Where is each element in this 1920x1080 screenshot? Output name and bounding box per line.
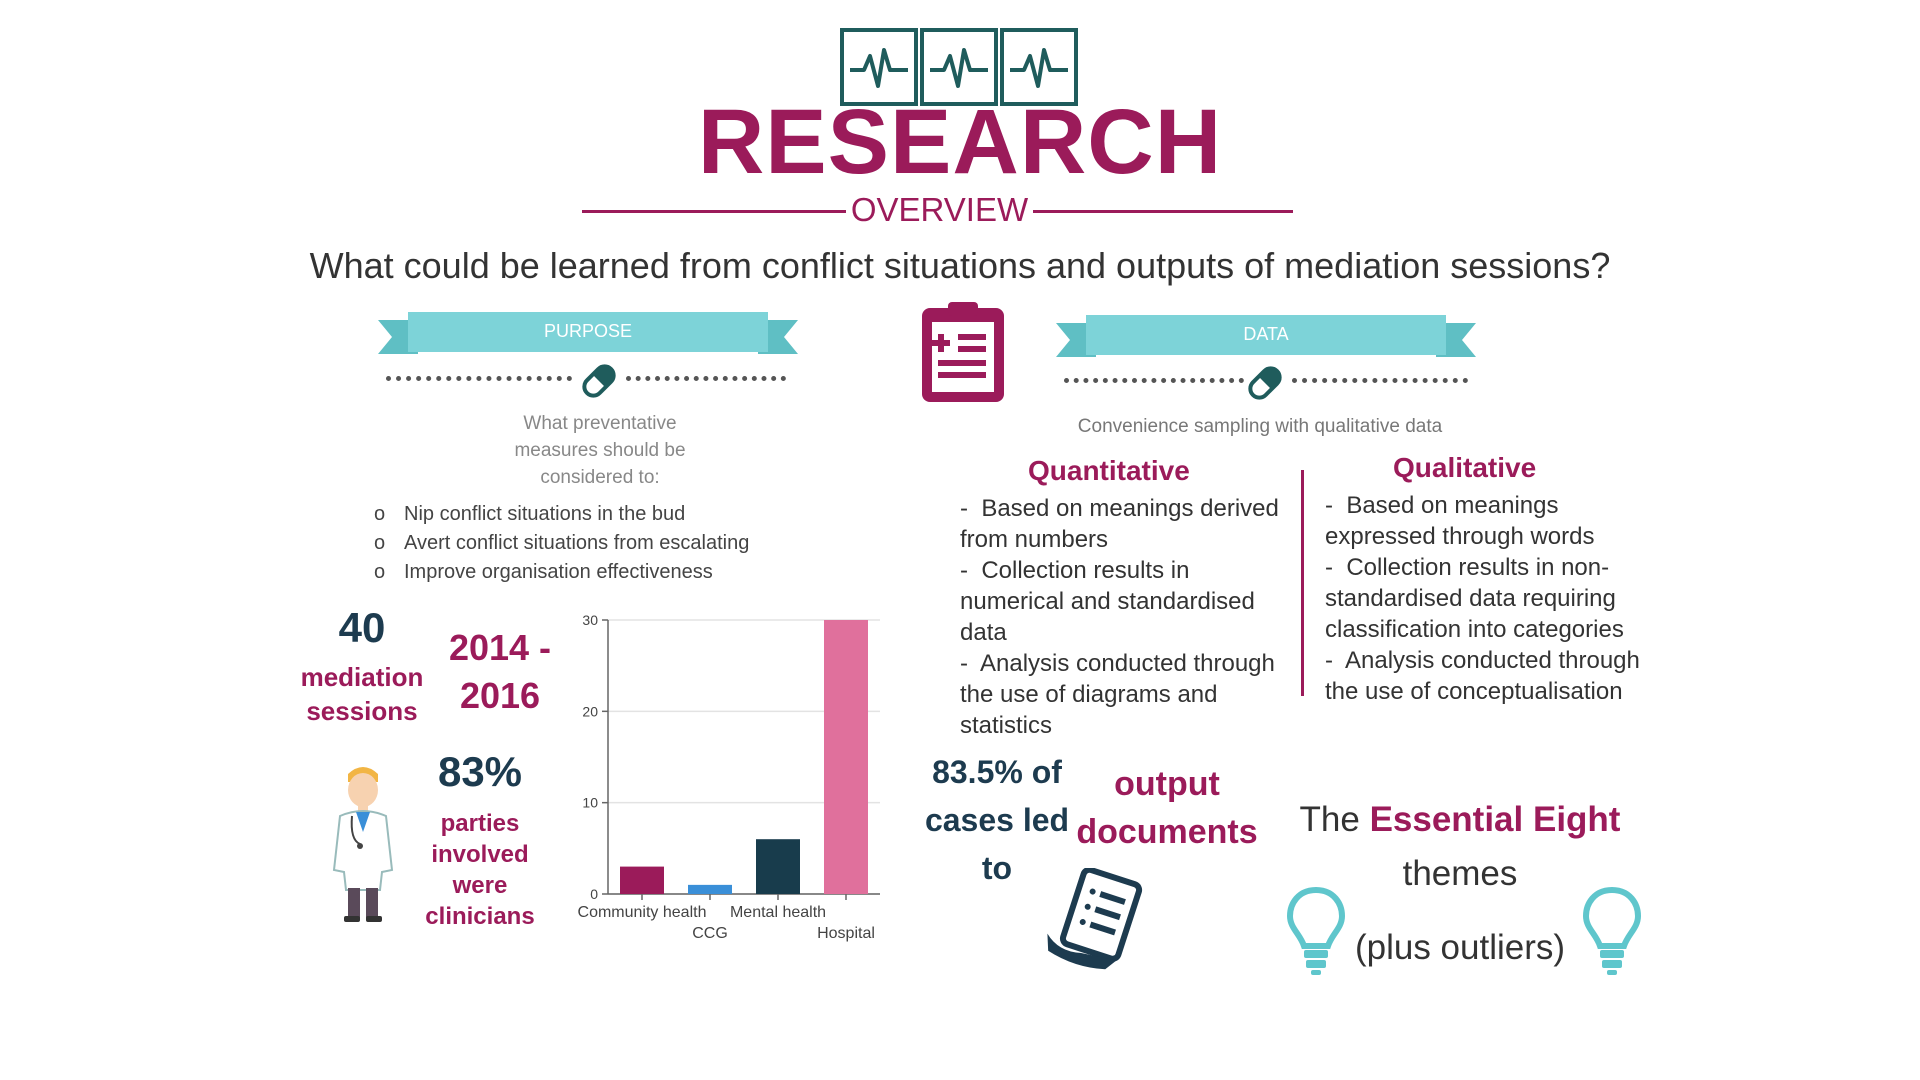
data-divider-right [1292,378,1468,383]
bar [620,866,664,894]
data-sampling-text: Convenience sampling with qualitative da… [1077,416,1443,437]
themes-heading: The Essential Eight [1299,800,1621,839]
list-item: - Collection results in non-standardised… [1325,554,1624,643]
themes-subheading: themes [1402,854,1518,893]
title-rule-right [1033,210,1293,213]
purpose-ribbon-label: PURPOSE [543,321,633,341]
bar-chart: 0 10 20 30 Community health CCG Mental health H… [560,608,900,973]
document-icon [1040,866,1152,977]
y-tick-label: 0 [590,886,598,902]
themes-outliers: (plus outliers) [1354,928,1566,967]
years-range: 2014 - 2016 [448,627,552,716]
column-divider [1301,470,1304,696]
bar [688,884,732,894]
qualitative-points: - Based on meanings expressed through wo… [1325,490,1645,707]
y-tick-label: 30 [582,612,598,628]
data-ribbon-label: DATA [1243,324,1289,344]
list-item: - Based on meanings derived from numbers [960,495,1279,553]
list-item: - Collection results in numerical and st… [960,557,1255,646]
quantitative-title: Quantitative [1028,455,1190,486]
heartbeat-monitor-icon [840,28,1080,111]
purpose-divider-right [626,376,786,381]
research-question: What could be learned from conflict situ… [309,245,1611,286]
lightbulb-icon [1284,884,1348,981]
pill-icon [1244,362,1286,409]
bar [756,839,800,894]
y-tick-label: 20 [582,703,598,719]
sessions-value: 40 [338,604,386,651]
quantitative-points: - Based on meanings derived from numbers… [960,493,1290,741]
output-documents-label: output documents [1076,765,1258,851]
data-divider-left [1064,378,1244,383]
sessions-label: mediation sessions [300,662,424,726]
clinicians-value: 83% [437,748,523,795]
list-item: o Nip conflict situations in the bud [374,503,686,525]
pill-icon [578,360,620,407]
doctor-icon [330,760,396,929]
purpose-question: What preventative measures should be con… [514,413,686,488]
list-item: - Analysis conducted through the use of … [960,650,1275,739]
y-tick-label: 10 [582,795,598,811]
list-item: o Improve organisation effectiveness [374,561,713,583]
page-subtitle: OVERVIEW [850,191,1029,228]
x-tick-label: Hospital [817,925,875,942]
x-tick-label: CCG [692,925,728,942]
purpose-divider-left [386,376,572,381]
clipboard-icon [918,300,1008,411]
clinicians-label: parties involved were clinicians [425,810,535,930]
purpose-bullet-list: o Nip conflict situations in the bud o Ave… [374,500,749,587]
x-tick-label: Community health [578,904,707,921]
data-ribbon: DATA [1056,313,1476,374]
list-item: o Avert conflict situations from escalati… [374,532,750,554]
lightbulb-icon [1580,884,1644,981]
list-item: - Based on meanings expressed through wo… [1325,492,1595,550]
page-title: RESEARCH [697,91,1223,193]
title-rule-left [582,210,846,213]
cases-stat: 83.5% of cases led to [924,754,1070,886]
x-tick-label: Mental health [730,904,826,921]
purpose-ribbon: PURPOSE [378,310,798,371]
bar [824,620,868,894]
list-item: - Analysis conducted through the use of … [1325,647,1640,705]
qualitative-title: Qualitative [1393,452,1537,483]
